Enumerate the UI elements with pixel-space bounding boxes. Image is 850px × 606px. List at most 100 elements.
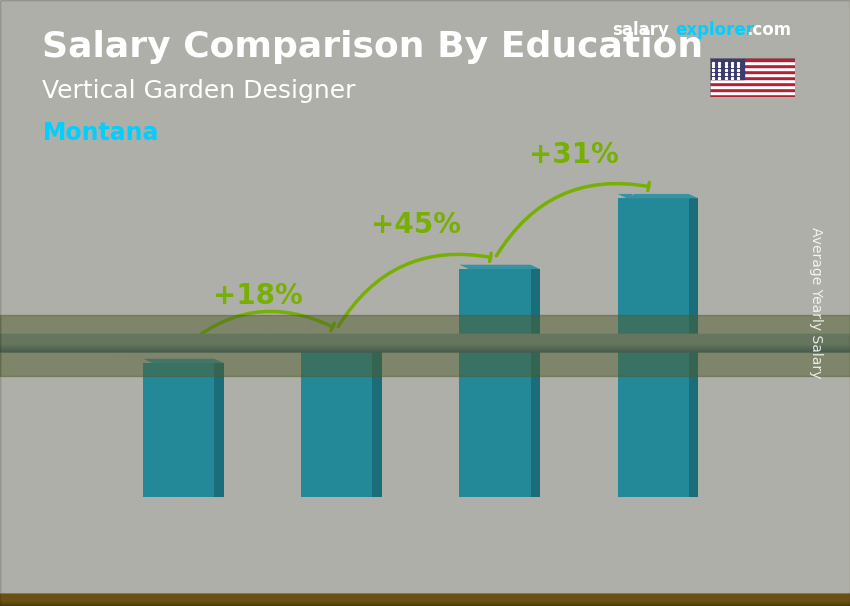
Bar <box>0 596 850 602</box>
Bar <box>0 599 850 605</box>
Bar <box>0 597 850 603</box>
Bar <box>0 339 850 347</box>
Text: 32,400 USD: 32,400 USD <box>239 321 346 338</box>
Bar <box>0 334 850 343</box>
Polygon shape <box>688 198 698 497</box>
Bar <box>0 595 850 601</box>
Bar <box>0 341 850 350</box>
Bar <box>0 599 850 605</box>
Bar <box>0 594 850 600</box>
Bar <box>0 335 850 344</box>
Bar <box>0 595 850 601</box>
Bar <box>0 595 850 601</box>
Bar <box>0 339 850 348</box>
Bar <box>0 594 850 600</box>
Text: Average Yearly Salary: Average Yearly Salary <box>809 227 823 379</box>
Bar <box>0 596 850 602</box>
Bar <box>0 342 850 351</box>
Text: 61,600 USD: 61,600 USD <box>608 179 714 197</box>
Bar <box>0 338 850 347</box>
Bar <box>0 336 850 344</box>
Polygon shape <box>530 269 540 497</box>
Bar <box>710 67 795 70</box>
Bar <box>0 339 850 348</box>
Bar <box>0 595 850 601</box>
Text: Montana: Montana <box>42 121 159 145</box>
Bar <box>0 341 850 350</box>
Bar <box>459 269 530 497</box>
Bar <box>0 596 850 602</box>
Bar <box>0 341 850 349</box>
Bar <box>0 596 850 602</box>
Polygon shape <box>143 359 224 363</box>
Bar <box>0 599 850 605</box>
Bar <box>0 342 850 351</box>
Bar <box>710 79 795 82</box>
Bar <box>0 600 850 606</box>
Bar <box>0 599 850 605</box>
Bar <box>0 594 850 601</box>
Bar <box>0 335 850 343</box>
Bar <box>0 598 850 604</box>
Bar <box>0 342 850 351</box>
Bar <box>0 342 850 350</box>
Bar <box>710 73 795 76</box>
Bar <box>0 336 850 345</box>
Bar <box>0 338 850 347</box>
Bar <box>0 597 850 603</box>
Bar <box>0 335 850 344</box>
Bar <box>0 338 850 347</box>
Bar <box>0 596 850 602</box>
Bar <box>301 340 372 497</box>
Bar <box>0 336 850 344</box>
Bar <box>0 596 850 602</box>
Text: explorer: explorer <box>676 21 755 39</box>
Bar <box>0 598 850 604</box>
Bar <box>0 337 850 346</box>
Bar <box>0 339 850 348</box>
Text: salary: salary <box>612 21 669 39</box>
Bar <box>0 335 850 344</box>
Bar <box>0 337 850 345</box>
Text: +31%: +31% <box>530 141 619 168</box>
Bar <box>0 336 850 345</box>
Bar <box>0 599 850 605</box>
Bar <box>710 91 795 94</box>
Bar <box>618 198 688 497</box>
Bar <box>0 338 850 346</box>
Bar <box>0 594 850 601</box>
Bar <box>710 88 795 91</box>
Bar <box>0 596 850 602</box>
Text: Salary Comparison By Education: Salary Comparison By Education <box>42 30 704 64</box>
Bar <box>0 597 850 603</box>
Bar <box>0 600 850 606</box>
Bar <box>0 339 850 347</box>
Bar <box>0 598 850 604</box>
Bar <box>0 600 850 606</box>
Bar <box>0 598 850 604</box>
Bar <box>0 335 850 344</box>
Text: +18%: +18% <box>212 282 303 310</box>
Bar <box>0 342 850 351</box>
Bar <box>0 340 850 349</box>
Bar <box>0 342 850 351</box>
Bar <box>0 597 850 603</box>
Bar <box>0 336 850 345</box>
Text: +45%: +45% <box>371 211 461 239</box>
Bar <box>0 339 850 348</box>
Text: 47,000 USD: 47,000 USD <box>413 250 520 268</box>
Bar <box>710 64 795 67</box>
Bar <box>0 341 850 349</box>
Bar <box>710 76 795 79</box>
Bar <box>0 594 850 601</box>
Bar <box>0 598 850 604</box>
Text: Vertical Garden Designer: Vertical Garden Designer <box>42 79 356 103</box>
Bar <box>0 598 850 604</box>
Bar <box>0 597 850 603</box>
Bar <box>0 594 850 601</box>
Bar <box>0 598 850 604</box>
Polygon shape <box>301 336 382 340</box>
Polygon shape <box>618 194 698 198</box>
Bar <box>0 598 850 604</box>
Bar <box>0 340 850 348</box>
